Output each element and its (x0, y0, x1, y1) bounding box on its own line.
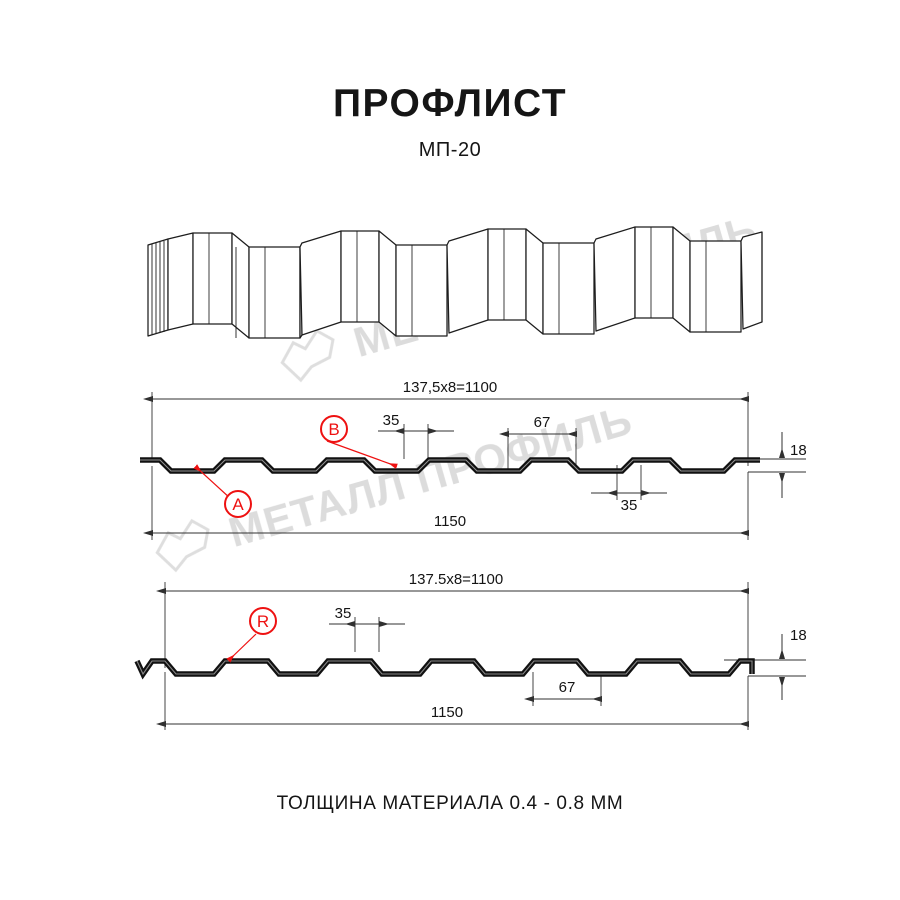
dim-top-rib35: 35 (378, 412, 454, 434)
iso-cut-edge (147, 238, 169, 337)
callout-a-label: A (232, 495, 244, 514)
callout-b: B (320, 415, 398, 469)
dim-bottom-height18: 18 (779, 627, 807, 700)
dim-top-valley67: 67 (499, 414, 577, 437)
dim-bottom-overall: 1150 (156, 704, 749, 727)
callout-r-label: R (257, 612, 269, 631)
material-thickness-note: ТОЛЩИНА МАТЕРИАЛА 0.4 - 0.8 ММ (276, 793, 624, 814)
page-title: ПРОФЛИСТ (332, 82, 568, 125)
dim-top-rib35-lower: 35 (591, 490, 667, 514)
product-model: МП-20 (418, 138, 482, 161)
callout-a: A (193, 464, 252, 518)
dim-bottom-valley67-label: 67 (559, 679, 576, 696)
section-top-view: 137,5x8=1100 35 67 (140, 379, 807, 540)
dim-top-valley67-label: 67 (534, 414, 551, 431)
dim-bottom-overall-label: 1150 (431, 704, 463, 721)
iso-ribs (167, 226, 763, 339)
watermark-text: МЕТАЛЛ ПРОФИЛЬ (223, 396, 637, 556)
section-bottom-extension-lines (164, 582, 806, 730)
title-block: ПРОФЛИСТ МП-20 (0, 82, 900, 162)
callout-r: R (226, 607, 277, 663)
iso-fold-lines (208, 227, 707, 338)
dim-top-pitch: 137,5x8=1100 (143, 379, 749, 402)
dim-top-rib35-lower-label: 35 (621, 497, 638, 514)
dim-top-pitch-label: 137,5x8=1100 (403, 379, 497, 396)
section-top-profile (140, 457, 760, 474)
dim-bottom-height18-label: 18 (790, 627, 807, 644)
dim-bottom-pitch: 137.5x8=1100 (156, 571, 749, 594)
dim-top-overall-label: 1150 (434, 513, 466, 530)
dim-top-height18-label: 18 (790, 442, 807, 459)
isometric-view (147, 226, 763, 339)
section-bottom-view: 137.5x8=1100 35 67 (134, 571, 807, 730)
dim-top-rib35-label: 35 (383, 412, 400, 429)
callout-b-label: B (328, 420, 339, 439)
dim-bottom-valley67: 67 (524, 679, 602, 702)
dim-bottom-rib35-label: 35 (335, 605, 352, 622)
dim-top-overall: 1150 (143, 513, 749, 536)
dim-bottom-pitch-label: 137.5x8=1100 (409, 571, 503, 588)
dim-bottom-rib35: 35 (329, 605, 405, 627)
dim-top-height18: 18 (779, 432, 807, 498)
section-bottom-profile (134, 658, 755, 680)
